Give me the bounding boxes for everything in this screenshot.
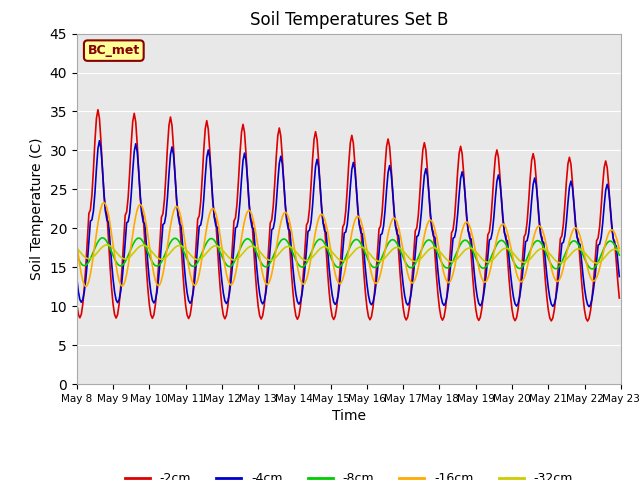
-8cm <box>312 240 319 246</box>
-32cm <box>254 247 262 252</box>
-16cm <box>143 222 150 228</box>
Line: -4cm: -4cm <box>77 141 620 307</box>
-32cm <box>312 251 319 256</box>
-4cm <box>588 296 596 301</box>
-4cm <box>312 164 319 169</box>
-32cm <box>73 245 81 251</box>
-16cm <box>256 254 264 260</box>
-16cm <box>82 284 90 289</box>
-8cm <box>236 246 244 252</box>
-8cm <box>73 252 81 258</box>
-2cm <box>588 295 596 300</box>
-2cm <box>236 151 244 156</box>
-4cm <box>73 276 81 281</box>
Line: -16cm: -16cm <box>77 203 620 287</box>
Line: -2cm: -2cm <box>77 110 620 321</box>
-16cm <box>588 277 596 283</box>
-32cm <box>264 256 271 262</box>
-2cm <box>254 303 262 309</box>
-8cm <box>254 253 262 259</box>
-16cm <box>73 241 81 247</box>
-8cm <box>99 235 106 240</box>
-8cm <box>264 264 271 269</box>
-4cm <box>141 221 148 227</box>
-32cm <box>593 260 600 266</box>
-8cm <box>616 252 623 258</box>
Text: BC_met: BC_met <box>88 44 140 57</box>
-16cm <box>237 235 245 240</box>
-2cm <box>312 129 319 134</box>
-32cm <box>236 253 244 259</box>
Title: Soil Temperatures Set B: Soil Temperatures Set B <box>250 11 448 29</box>
-2cm <box>141 240 148 246</box>
-16cm <box>616 246 623 252</box>
-4cm <box>236 199 244 204</box>
Line: -8cm: -8cm <box>77 238 620 269</box>
-4cm <box>95 138 103 144</box>
-8cm <box>587 265 595 271</box>
Y-axis label: Soil Temperature (C): Soil Temperature (C) <box>30 138 44 280</box>
-32cm <box>587 257 595 263</box>
-2cm <box>616 295 623 301</box>
-16cm <box>265 280 273 286</box>
-16cm <box>313 221 321 227</box>
-32cm <box>103 242 111 248</box>
-2cm <box>584 318 591 324</box>
Line: -32cm: -32cm <box>77 245 620 263</box>
-8cm <box>588 266 596 272</box>
-4cm <box>264 279 271 285</box>
-4cm <box>585 304 593 310</box>
-4cm <box>254 279 262 285</box>
-2cm <box>94 107 102 113</box>
X-axis label: Time: Time <box>332 409 366 423</box>
-2cm <box>264 268 271 274</box>
-16cm <box>100 200 108 205</box>
-32cm <box>616 249 623 254</box>
-2cm <box>73 301 81 307</box>
-8cm <box>141 242 148 248</box>
Legend: -2cm, -4cm, -8cm, -16cm, -32cm: -2cm, -4cm, -8cm, -16cm, -32cm <box>120 468 578 480</box>
-32cm <box>141 242 148 248</box>
-4cm <box>616 274 623 279</box>
